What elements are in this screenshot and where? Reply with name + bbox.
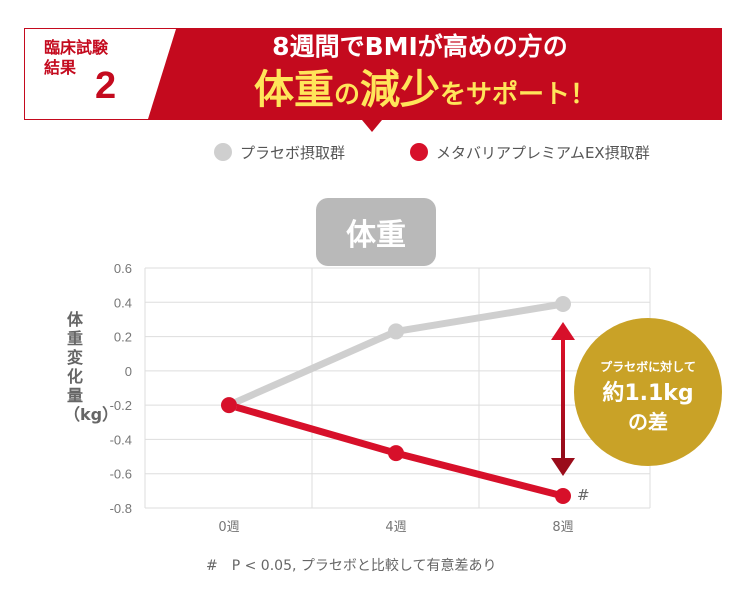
arrow-head-down: [551, 458, 575, 476]
difference-callout: プラセボに対して 約1.1kg の差: [574, 318, 722, 466]
treatment-point: [388, 445, 404, 462]
trial-label: 臨床試験結果: [44, 38, 109, 77]
headline-decrease: 減少: [360, 67, 440, 113]
headline-banner: [24, 28, 722, 132]
legend-item-placebo: プラセボ摂取群: [214, 142, 345, 162]
legend-item-treatment: メタバリアプレミアムEX摂取群: [410, 142, 650, 162]
y-tick-label: 0.2: [114, 330, 132, 345]
panel-title: 体重: [316, 198, 436, 266]
callout-line2: 約1.1kg: [602, 381, 694, 406]
placebo-line: [225, 300, 567, 409]
x-tick-labels: 0週 4週 8週: [218, 520, 573, 535]
placebo-point: [555, 296, 571, 312]
significance-mark: #: [577, 486, 590, 504]
y-tick-label: 0: [125, 364, 132, 379]
y-tick-label: -0.4: [110, 432, 132, 447]
arrow-head-up: [551, 322, 575, 340]
placebo-legend-dot: [214, 143, 232, 161]
x-tick-label: 4週: [385, 520, 406, 535]
y-tick-label: 0.6: [114, 261, 132, 276]
treatment-point: [221, 397, 237, 414]
difference-arrow: [551, 322, 575, 476]
arrow-shaft: [561, 336, 565, 462]
headline-particle: の: [333, 80, 360, 110]
y-tick-label: -0.8: [110, 501, 132, 516]
placebo-point: [388, 323, 404, 340]
banner-shape: [24, 28, 722, 132]
legend-label-placebo: プラセボ摂取群: [240, 143, 346, 162]
footnote: # P < 0.05, プラセボと比較して有意差あり: [206, 558, 497, 574]
callout-line1: プラセボに対して: [600, 360, 696, 374]
y-tick-label: -0.2: [110, 398, 132, 413]
y-tick-label: 0.4: [114, 295, 132, 310]
treatment-legend-dot: [410, 143, 428, 161]
headline-support: をサポート！: [440, 80, 597, 110]
headline-line1: 8週間でBMIが高めの方の: [272, 32, 568, 61]
treatment-point: [555, 488, 571, 504]
callout-line3: の差: [628, 410, 668, 434]
trial-number: 2: [95, 65, 117, 107]
x-tick-label: 8週: [552, 520, 573, 535]
series-points: [221, 296, 571, 504]
legend-label-treatment: メタバリアプレミアムEX摂取群: [436, 143, 650, 162]
y-tick-labels: 0.6 0.4 0.2 0 -0.2 -0.4 -0.6 -0.8: [110, 261, 132, 516]
x-tick-label: 0週: [218, 520, 239, 535]
headline-line2: 体重の減少をサポート！: [200, 67, 650, 121]
headline-weight: 体重: [253, 67, 334, 113]
y-tick-label: -0.6: [110, 467, 132, 482]
